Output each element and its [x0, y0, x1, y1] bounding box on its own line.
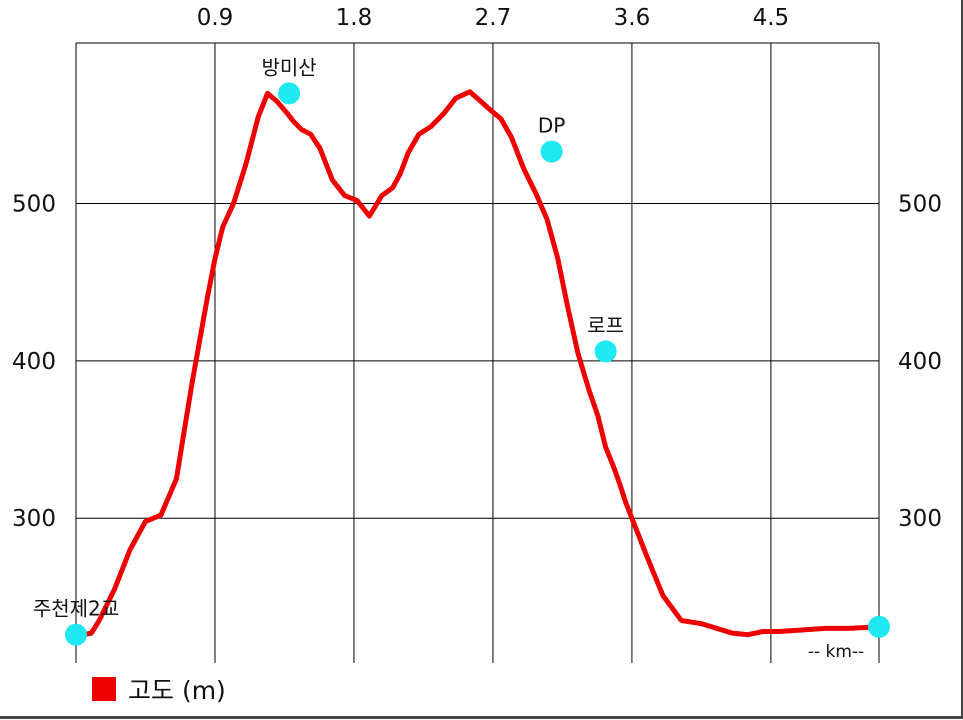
x-tick-label: 1.8: [336, 5, 373, 31]
y-tick-label-right: 400: [898, 349, 942, 375]
y-tick-label-left: 500: [12, 192, 56, 218]
x-tick-label: 0.9: [197, 5, 234, 31]
legend-label: 고도 (m): [128, 676, 226, 705]
waypoint-marker: [278, 82, 301, 105]
legend-swatch: [92, 677, 116, 701]
x-tick-label: 3.6: [614, 5, 651, 31]
waypoint-label: 방미산: [262, 55, 317, 79]
waypoint-label: 주천제2교: [33, 597, 119, 621]
waypoint-marker: [594, 340, 617, 363]
waypoint-marker: [868, 615, 890, 638]
y-tick-label-right: 500: [898, 192, 942, 218]
y-tick-label-left: 300: [12, 506, 56, 532]
waypoint-marker: [540, 140, 563, 163]
series-layer: [73, 89, 882, 639]
grid-lines: [75, 42, 880, 663]
legend: 고도 (m): [92, 672, 226, 706]
y-tick-labels: 500 500 400 400 300 300: [12, 192, 942, 533]
elevation-line: [73, 89, 882, 639]
distance-unit-label: -- km--: [808, 642, 864, 662]
waypoint-layer: 주천제2교 방미산 DP 로프: [33, 55, 890, 646]
y-tick-label-right: 300: [898, 506, 942, 532]
x-tick-labels: 0.9 1.8 2.7 3.6 4.5: [197, 5, 790, 31]
waypoint-label: DP: [538, 114, 565, 138]
x-tick-label: 4.5: [753, 5, 790, 31]
waypoint-label: 로프: [587, 313, 624, 337]
waypoint-marker: [65, 623, 87, 646]
y-tick-label-left: 400: [12, 349, 56, 375]
x-tick-label: 2.7: [475, 5, 512, 31]
